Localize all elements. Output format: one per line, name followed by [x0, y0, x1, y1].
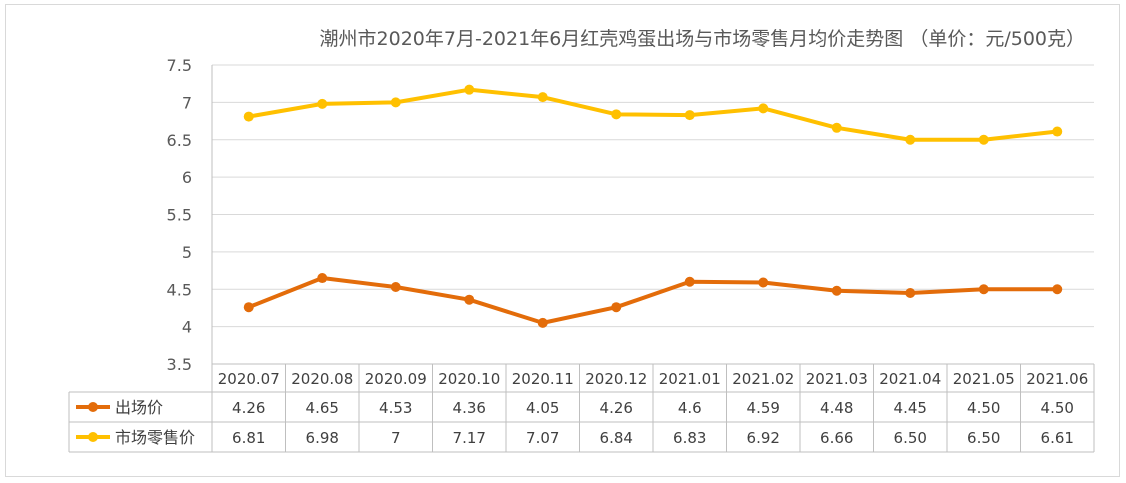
- data-label: 7.07: [526, 429, 559, 447]
- data-point: [611, 302, 622, 313]
- x-tick-label: 2020.11: [512, 370, 574, 388]
- data-point: [905, 134, 916, 145]
- x-tick-label: 2021.06: [1026, 370, 1088, 388]
- y-axis: 3.5 4 4.5 5 5.5 6 6.5 7 7.5: [167, 56, 213, 452]
- y-tick-label: 5.5: [167, 206, 192, 225]
- data-point: [978, 284, 989, 295]
- data-point: [537, 317, 548, 328]
- data-point: [243, 302, 254, 313]
- data-point: [831, 285, 842, 296]
- data-point: [537, 92, 548, 103]
- data-label: 4.65: [306, 399, 339, 417]
- y-tick-label: 4: [182, 318, 192, 337]
- data-label: 6.66: [820, 429, 853, 447]
- legend-entry: 出场价: [115, 398, 163, 417]
- data-label: 4.26: [600, 399, 633, 417]
- y-tick-label: 6.5: [167, 131, 192, 150]
- data-label: 6.81: [232, 429, 265, 447]
- data-label: 7.17: [453, 429, 486, 447]
- chart-frame: [5, 4, 1120, 477]
- y-tick-label: 4.5: [167, 280, 192, 299]
- legend-marker-key: [88, 402, 98, 412]
- data-point: [464, 84, 475, 95]
- data-label: 6.61: [1041, 429, 1074, 447]
- data-label: 6.50: [894, 429, 927, 447]
- x-tick-label: 2021.03: [806, 370, 868, 388]
- data-label: 6.92: [747, 429, 780, 447]
- data-point: [684, 276, 695, 287]
- y-tick-label: 5: [182, 243, 192, 262]
- data-point: [1052, 126, 1063, 137]
- data-label: 4.59: [747, 399, 780, 417]
- y-tick-label: 6: [182, 168, 192, 187]
- data-label: 4.45: [894, 399, 927, 417]
- legend-entry: 市场零售价: [115, 428, 195, 447]
- series-lines: [243, 84, 1063, 328]
- data-point: [1052, 284, 1063, 295]
- data-label: 4.50: [967, 399, 1000, 417]
- data-label: 6.98: [306, 429, 339, 447]
- series-line: [246, 87, 1060, 142]
- data-label: 4.53: [379, 399, 412, 417]
- legend-marker-key: [88, 432, 98, 442]
- data-point: [905, 287, 916, 298]
- data-label: 4.48: [820, 399, 853, 417]
- x-tick-label: 2020.07: [218, 370, 280, 388]
- data-point: [317, 98, 328, 109]
- series-line: [246, 276, 1060, 325]
- data-point: [978, 134, 989, 145]
- data-point: [611, 109, 622, 120]
- x-tick-label: 2020.10: [438, 370, 500, 388]
- data-point: [464, 294, 475, 305]
- y-tick-label: 3.5: [167, 355, 192, 374]
- data-point: [831, 122, 842, 133]
- chart-title: 潮州市2020年7月-2021年6月红壳鸡蛋出场与市场零售月均价走势图 （单价：…: [320, 28, 1085, 50]
- x-tick-label: 2020.12: [585, 370, 647, 388]
- data-point: [758, 277, 769, 288]
- data-point: [243, 111, 254, 122]
- data-label: 6.84: [600, 429, 633, 447]
- data-label: 6.50: [967, 429, 1000, 447]
- data-label: 4.6: [678, 399, 702, 417]
- y-tick-label: 7.5: [167, 56, 192, 75]
- y-tick-label: 7: [182, 93, 192, 112]
- data-label: 4.26: [232, 399, 265, 417]
- x-tick-label: 2021.01: [659, 370, 721, 388]
- data-label: 6.83: [673, 429, 706, 447]
- data-point: [390, 282, 401, 293]
- x-tick-label: 2020.08: [291, 370, 353, 388]
- data-label: 4.05: [526, 399, 559, 417]
- data-point: [684, 110, 695, 121]
- data-label: 7: [391, 429, 401, 447]
- x-tick-label: 2021.04: [879, 370, 941, 388]
- data-label: 4.36: [453, 399, 486, 417]
- data-point: [390, 97, 401, 108]
- x-tick-label: 2021.05: [953, 370, 1015, 388]
- data-table: 2020.07 2020.08 2020.09 2020.10 2020.11 2020.…: [68, 363, 1095, 453]
- data-point: [758, 103, 769, 114]
- x-tick-label: 2020.09: [365, 370, 427, 388]
- data-point: [317, 273, 328, 284]
- data-label: 4.50: [1041, 399, 1074, 417]
- x-tick-label: 2021.02: [732, 370, 794, 388]
